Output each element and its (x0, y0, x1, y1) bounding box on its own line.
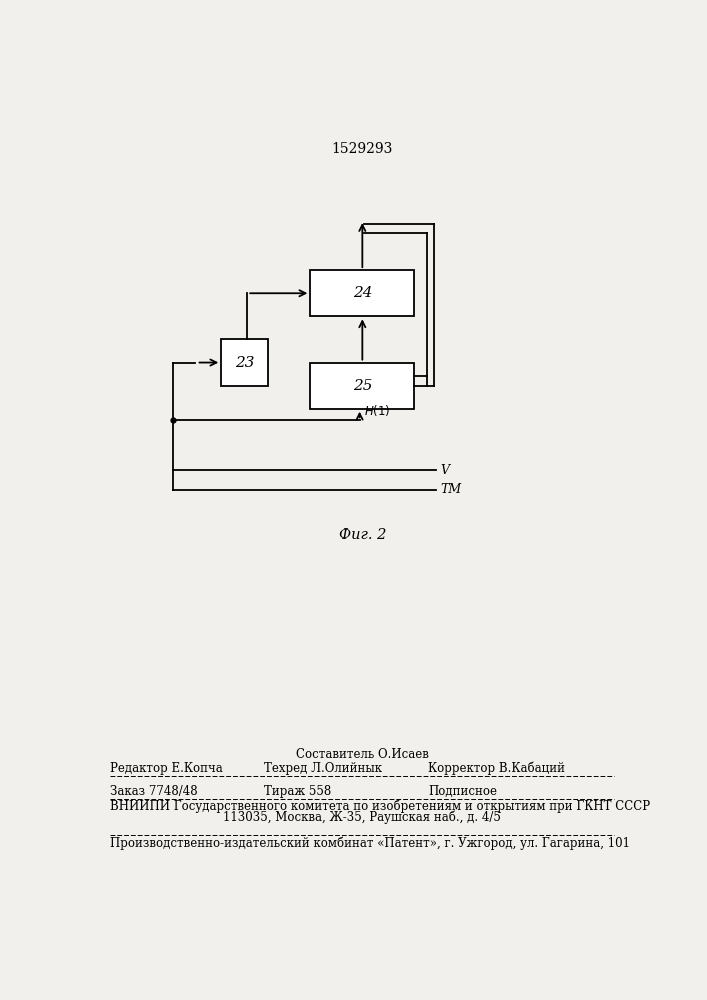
Text: $H(1)$: $H(1)$ (364, 403, 390, 418)
Text: Подписное: Подписное (428, 785, 497, 798)
Text: Заказ 7748/48: Заказ 7748/48 (110, 785, 198, 798)
Text: Составитель О.Исаев: Составитель О.Исаев (296, 748, 428, 761)
Text: 23: 23 (235, 356, 255, 370)
Text: 24: 24 (353, 286, 372, 300)
Text: Корректор В.Кабаций: Корректор В.Кабаций (428, 762, 565, 775)
Text: Тираж 558: Тираж 558 (264, 785, 331, 798)
Text: 113035, Москва, Ж-35, Раушская наб., д. 4/5: 113035, Москва, Ж-35, Раушская наб., д. … (223, 810, 501, 824)
Text: V: V (440, 464, 450, 477)
Text: ВНИИПИ Государственного комитета по изобретениям и открытиям при ГКНТ СССР: ВНИИПИ Государственного комитета по изоб… (110, 800, 650, 813)
Text: Фиг. 2: Фиг. 2 (339, 528, 386, 542)
Text: ТМ: ТМ (440, 483, 462, 496)
Text: 1529293: 1529293 (332, 142, 393, 156)
Bar (221, 339, 268, 386)
Bar (310, 363, 414, 409)
Text: 25: 25 (353, 379, 372, 393)
Text: Производственно-издательский комбинат «Патент», г. Ужгород, ул. Гагарина, 101: Производственно-издательский комбинат «П… (110, 837, 631, 850)
Text: Техред Л.Олийнык: Техред Л.Олийнык (264, 762, 382, 775)
Bar (310, 270, 414, 316)
Text: Редактор Е.Копча: Редактор Е.Копча (110, 762, 223, 775)
